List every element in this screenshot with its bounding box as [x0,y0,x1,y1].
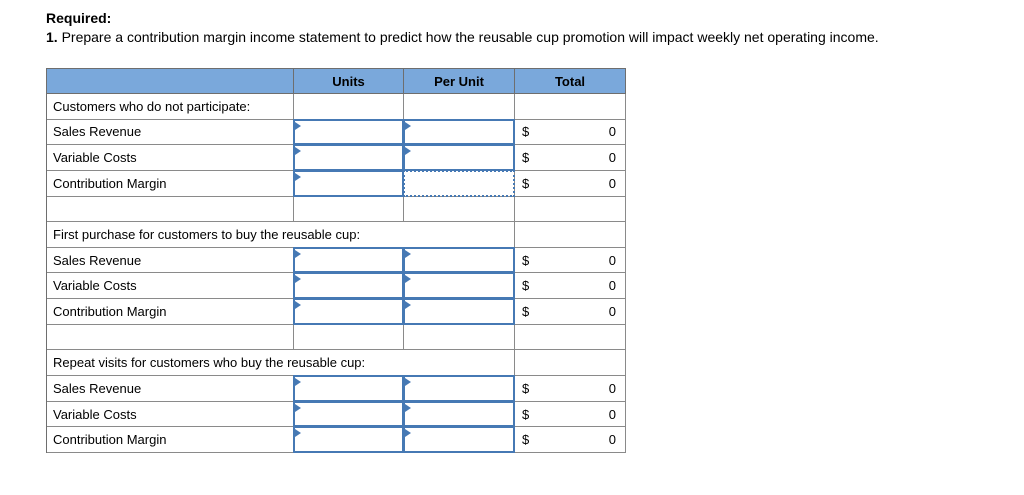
currency-symbol: $ [522,175,530,191]
currency-symbol: $ [522,278,530,294]
total-value: 0 [608,278,616,294]
blank-cell [515,324,626,351]
empty-cell [515,94,626,120]
total-cell: $0 [515,427,626,453]
contribution-margin-table: Units Per Unit Total Customers who do no… [46,68,626,453]
cell [403,144,515,171]
cell [293,426,404,453]
row-label-contribution-margin: Contribution Margin [47,299,294,325]
total-cell: $0 [515,273,626,300]
cell [293,246,404,274]
units-input-cell[interactable] [293,246,404,274]
per-unit-input-cell[interactable] [403,375,515,402]
currency-symbol: $ [522,303,530,319]
cell [403,246,515,274]
currency-symbol: $ [522,432,530,448]
per-unit-input-cell[interactable] [403,298,515,325]
cell [293,144,404,171]
required-label: Required: [46,10,112,26]
row-label-variable-costs: Variable Costs [47,145,294,171]
empty-cell [404,94,515,120]
cell [403,298,515,325]
units-input-cell[interactable] [293,298,404,325]
per-unit-input-cell[interactable] [403,118,515,146]
section-title-first-purchase: First purchase for customers to buy the … [47,222,515,248]
cell [403,375,515,402]
cell [293,272,404,300]
header-total: Total [515,69,626,94]
empty-cell [294,94,404,120]
blank-cell [404,324,515,351]
total-value: 0 [608,252,616,268]
cell [293,298,404,325]
empty-cell [515,222,626,248]
total-value: 0 [608,124,616,140]
cell [293,118,404,146]
currency-symbol: $ [522,252,530,268]
row-label-sales-revenue: Sales Revenue [47,247,294,274]
header-per-unit: Per Unit [404,69,515,94]
blank-cell [294,324,404,351]
header-units: Units [294,69,404,94]
cell [403,426,515,453]
cell [293,169,404,197]
section-title-no-participate: Customers who do not participate: [47,94,294,120]
cell [403,400,515,428]
instruction-line: 1. Prepare a contribution margin income … [46,28,879,47]
blank-cell [294,196,404,223]
instruction-text: Prepare a contribution margin income sta… [57,29,879,45]
total-value: 0 [608,150,616,166]
units-input-cell[interactable] [293,272,404,300]
per-unit-input-cell[interactable] [403,400,515,428]
total-cell: $0 [515,170,626,197]
total-cell: $0 [515,119,626,146]
units-input-cell[interactable] [293,400,404,428]
units-input-cell[interactable] [293,118,404,146]
row-label-variable-costs: Variable Costs [47,273,294,300]
row-label-sales-revenue: Sales Revenue [47,119,294,146]
instructions-block: Required: 1. Prepare a contribution marg… [46,9,879,47]
cell [403,169,515,197]
units-input-cell[interactable] [293,375,404,402]
cell [293,400,404,428]
total-value: 0 [608,303,616,319]
currency-symbol: $ [522,406,530,422]
total-cell: $0 [515,401,626,428]
per-unit-input-cell[interactable] [403,426,515,453]
blank-cell [515,196,626,223]
blank-cell [47,196,294,223]
total-value: 0 [608,380,616,396]
total-cell: $0 [515,247,626,274]
total-value: 0 [608,175,616,191]
item-number: 1. [46,29,58,45]
header-blank-cell [47,69,294,94]
units-input-cell[interactable] [293,169,404,197]
row-label-contribution-margin: Contribution Margin [47,170,294,197]
currency-symbol: $ [522,150,530,166]
section-title-repeat-visits: Repeat visits for customers who buy the … [47,350,515,377]
per-unit-input-cell-selected[interactable] [403,169,515,197]
units-input-cell[interactable] [293,144,404,171]
per-unit-input-cell[interactable] [403,246,515,274]
total-value: 0 [608,406,616,422]
row-label-sales-revenue: Sales Revenue [47,376,294,402]
total-value: 0 [608,432,616,448]
empty-cell [515,350,626,377]
cell [403,118,515,146]
cell [403,272,515,300]
row-label-variable-costs: Variable Costs [47,401,294,428]
row-label-contribution-margin: Contribution Margin [47,427,294,453]
cell [293,375,404,402]
total-cell: $0 [515,299,626,325]
blank-cell [404,196,515,223]
units-input-cell[interactable] [293,426,404,453]
blank-cell [47,324,294,351]
currency-symbol: $ [522,380,530,396]
per-unit-input-cell[interactable] [403,144,515,171]
total-cell: $0 [515,145,626,171]
currency-symbol: $ [522,124,530,140]
total-cell: $0 [515,376,626,402]
per-unit-input-cell[interactable] [403,272,515,300]
